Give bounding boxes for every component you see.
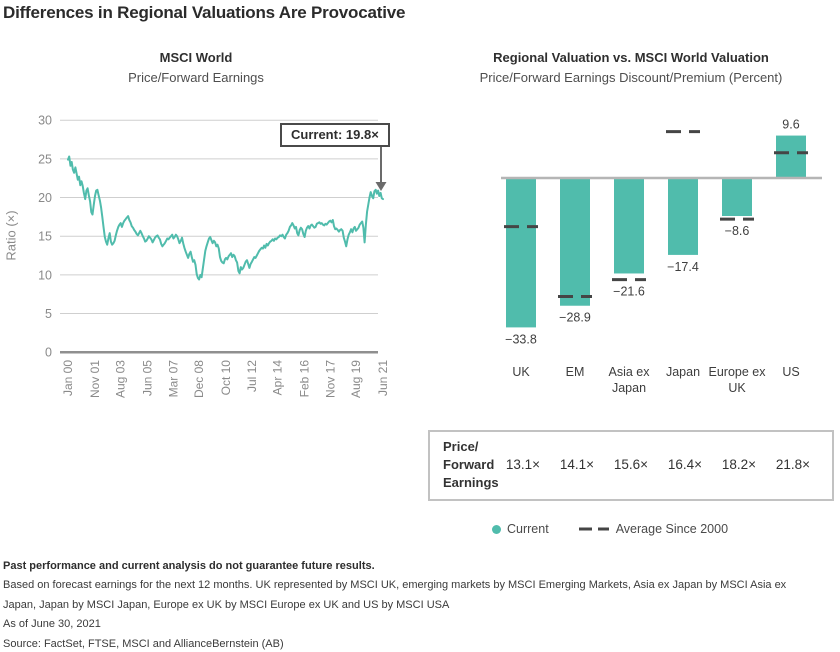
x-tick-label: Jan 00 [61, 360, 75, 396]
category-label-us: US [782, 365, 800, 379]
x-tick-label: Nov 01 [88, 360, 102, 398]
x-tick-label: Jun 21 [376, 360, 390, 396]
current-value-callout: Current: 19.8× [280, 123, 390, 147]
bar-value-label-em: −28.9 [559, 311, 591, 325]
legend-average-label: Average Since 2000 [615, 522, 729, 536]
y-tick-label: 5 [45, 307, 52, 321]
callout-arrowhead-icon [375, 182, 387, 191]
category-label-uk: UK [512, 365, 530, 379]
x-tick-label: Oct 10 [219, 360, 233, 396]
y-tick-label: 25 [38, 152, 52, 166]
x-tick-label: Apr 14 [271, 360, 285, 396]
x-tick-label: Aug 03 [114, 360, 128, 398]
bar-value-label-uk: −33.8 [505, 332, 537, 346]
bar-value-label-asia-ex-japan: −21.6 [613, 285, 645, 299]
x-tick-label: Dec 08 [192, 360, 206, 398]
line-chart-plot: 30 25 20 15 10 5 0 Jan 00 Nov 01 Aug 03 Jun 05 Mar … [38, 114, 390, 398]
bar-value-label-europe-ex-uk: −8.6 [725, 224, 750, 238]
table-row-label-line2: Forward [443, 457, 495, 472]
current-legend-dot-icon [492, 524, 501, 534]
table-row-label-line3: Earnings [443, 475, 499, 490]
x-tick-label: Nov 17 [323, 360, 337, 398]
table-value-uk: 13.1× [505, 457, 541, 472]
footnote-source: Source: FactSet, FTSE, MSCI and Alliance… [3, 637, 284, 650]
footnote-methodology-line1: Based on forecast earnings for the next … [3, 579, 787, 592]
bar-europe-ex-uk [722, 178, 752, 217]
category-label-em: EM [565, 365, 585, 379]
y-tick-label: 0 [45, 346, 52, 360]
line-chart-subtitle: Price/Forward Earnings [128, 70, 264, 85]
table-row-label: Price/ Forward Earnings [443, 438, 499, 492]
table-value-europe-ex-uk: 18.2× [721, 457, 757, 472]
bar-em [560, 178, 590, 306]
x-tick-label: Mar 07 [166, 360, 180, 398]
bar-us [776, 135, 806, 178]
table-value-asia-ex-japan: 15.6× [613, 457, 649, 472]
footnote-methodology-line2: Japan, Japan by MSCI Japan, Europe ex UK… [3, 598, 450, 611]
y-tick-label: 20 [38, 191, 52, 205]
line-chart-title: MSCI World [159, 50, 233, 65]
footnote-as-of-date: As of June 30, 2021 [3, 618, 101, 631]
bar-value-label-japan: −17.4 [667, 260, 699, 274]
category-label-europe-ex-uk: Europe ex UK [708, 365, 766, 395]
table-value-japan: 16.4× [667, 457, 703, 472]
bar-chart-title: Regional Valuation vs. MSCI World Valuat… [493, 50, 769, 65]
bar-chart-subtitle: Price/Forward Earnings Discount/Premium … [479, 70, 783, 85]
average-legend-dash-icon [578, 527, 609, 531]
y-tick-label: 10 [38, 268, 52, 282]
legend-current-label: Current [507, 522, 549, 536]
bar-chart-plot: −33.8 −28.9 −21.6 −17.4 −8.6 9.6 [501, 118, 822, 346]
bar-value-label-us: 9.6 [782, 118, 799, 132]
x-tick-label: Jun 05 [141, 360, 155, 396]
x-tick-label: Aug 19 [349, 360, 363, 398]
table-value-us: 21.8× [775, 457, 811, 472]
footnote-disclaimer: Past performance and current analysis do… [3, 560, 375, 572]
table-value-em: 14.1× [559, 457, 595, 472]
footnotes: Past performance and current analysis do… [3, 557, 835, 652]
x-tick-label: Jul 12 [245, 360, 259, 392]
category-label-japan: Japan [665, 365, 701, 379]
y-tick-label: 15 [38, 230, 52, 244]
legend: Current Average Since 2000 [492, 520, 728, 538]
table-row-label-line1: Price/ [443, 439, 479, 454]
x-tick-label: Feb 16 [298, 360, 312, 398]
figure-title: Differences in Regional Valuations Are P… [3, 3, 406, 22]
bar-uk [506, 178, 536, 328]
bar-asia-ex-japan [614, 178, 644, 274]
y-tick-label: 30 [38, 114, 52, 128]
valuation-table: Price/ Forward Earnings 13.1× 14.1× 15.6… [428, 430, 834, 501]
category-label-asia-ex-japan: Asia ex Japan [608, 365, 650, 395]
bar-japan [668, 178, 698, 255]
msci-world-line [67, 155, 384, 281]
